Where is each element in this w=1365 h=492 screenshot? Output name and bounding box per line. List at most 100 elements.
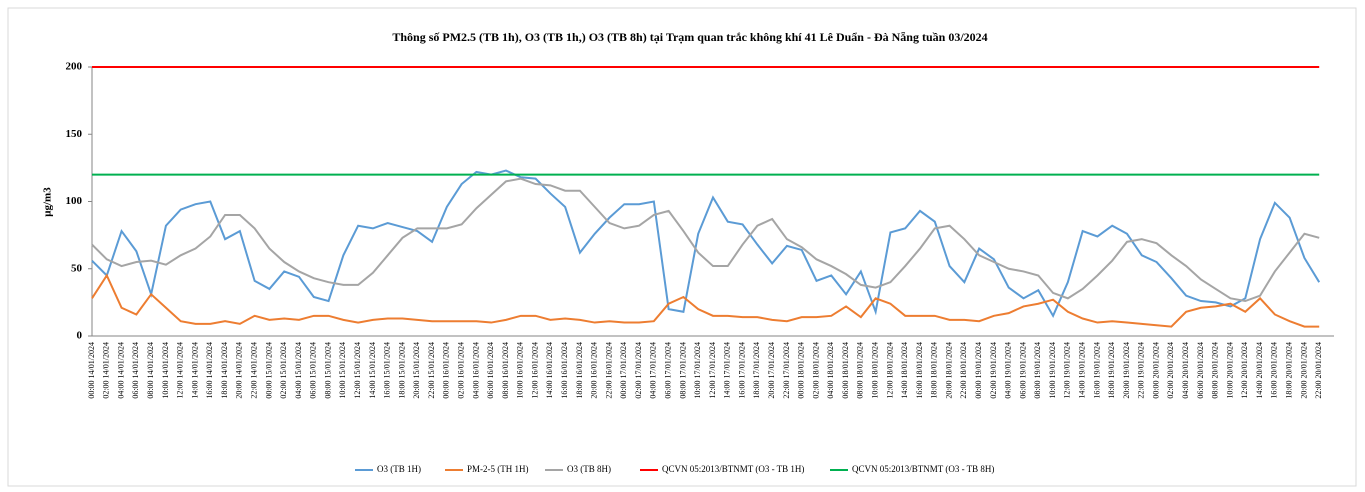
x-tick-label: 02:00 14/01/2024 [102,342,111,399]
x-tick-label: 20:00 20/01/2024 [1299,342,1308,399]
x-tick-label: 06:00 14/01/2024 [131,342,140,399]
x-tick-label: 22:00 19/01/2024 [1137,342,1146,399]
x-tick-label: 00:00 14/01/2024 [87,342,96,399]
x-tick-label: 02:00 20/01/2024 [1166,342,1175,399]
x-tick-label: 22:00 16/01/2024 [604,342,613,399]
x-tick-label: 00:00 16/01/2024 [442,342,451,399]
x-tick-label: 08:00 14/01/2024 [146,342,155,399]
x-tick-label: 00:00 20/01/2024 [1151,342,1160,399]
x-tick-label: 22:00 15/01/2024 [427,342,436,399]
x-tick-label: 02:00 15/01/2024 [279,342,288,399]
x-tick-label: 08:00 17/01/2024 [678,342,687,399]
x-tick-label: 02:00 19/01/2024 [989,342,998,399]
x-tick-label: 02:00 18/01/2024 [811,342,820,399]
x-tick-label: 06:00 15/01/2024 [309,342,318,399]
x-tick-label: 10:00 19/01/2024 [1048,342,1057,399]
y-tick-label: 100 [66,195,83,207]
x-tick-label: 06:00 16/01/2024 [486,342,495,399]
series-line [91,177,1320,303]
x-tick-label: 14:00 15/01/2024 [368,342,377,399]
x-tick-label: 00:00 17/01/2024 [619,342,628,399]
x-tick-label: 08:00 15/01/2024 [323,342,332,399]
x-tick-label: 12:00 16/01/2024 [530,342,539,399]
series-line [91,169,1321,319]
legend-label: QCVN 05:2013/BTNMT (O3 - TB 1H) [662,464,804,474]
legend-label: O3 (TB 1H) [377,464,421,474]
legend-label: QCVN 05:2013/BTNMT (O3 - TB 8H) [852,464,994,474]
x-tick-label: 22:00 18/01/2024 [959,342,968,399]
x-tick-label: 18:00 16/01/2024 [575,342,584,399]
x-tick-label: 06:00 19/01/2024 [1018,342,1027,399]
x-tick-label: 12:00 18/01/2024 [885,342,894,399]
x-tick-label: 16:00 17/01/2024 [737,342,746,399]
legend-label: PM-2-5 (TH 1H) [467,464,529,474]
x-tick-label: 02:00 17/01/2024 [634,342,643,399]
x-tick-label: 14:00 16/01/2024 [545,342,554,399]
x-tick-label: 10:00 18/01/2024 [870,342,879,399]
x-tick-label: 18:00 19/01/2024 [1107,342,1116,399]
x-tick-label: 04:00 19/01/2024 [1004,342,1013,399]
x-tick-label: 12:00 20/01/2024 [1240,342,1249,399]
legend-label: O3 (TB 8H) [567,464,611,474]
chart-frame [7,7,1357,487]
x-tick-label: 22:00 20/01/2024 [1314,342,1323,399]
x-tick-label: 20:00 19/01/2024 [1122,342,1131,399]
x-tick-label: 20:00 15/01/2024 [412,342,421,399]
x-tick-label: 04:00 18/01/2024 [826,342,835,399]
series-line [91,273,1320,328]
x-tick-label: 10:00 16/01/2024 [516,342,525,399]
x-tick-label: 16:00 16/01/2024 [560,342,569,399]
x-tick-label: 22:00 14/01/2024 [249,342,258,399]
x-tick-label: 20:00 17/01/2024 [767,342,776,399]
x-tick-label: 10:00 17/01/2024 [693,342,702,399]
chart-title: Thông số PM2.5 (TB 1h), O3 (TB 1h,) O3 (… [392,30,987,44]
x-tick-label: 18:00 20/01/2024 [1284,342,1293,399]
x-tick-label: 16:00 18/01/2024 [915,342,924,399]
x-tick-label: 14:00 17/01/2024 [723,342,732,399]
x-tick-label: 18:00 17/01/2024 [752,342,761,399]
x-tick-label: 08:00 18/01/2024 [856,342,865,399]
x-tick-label: 20:00 16/01/2024 [590,342,599,399]
x-tick-label: 04:00 16/01/2024 [471,342,480,399]
x-tick-label: 06:00 17/01/2024 [663,342,672,399]
x-tick-label: 04:00 17/01/2024 [649,342,658,399]
y-tick-label: 50 [71,262,83,274]
x-tick-label: 10:00 20/01/2024 [1225,342,1234,399]
x-tick-label: 10:00 14/01/2024 [161,342,170,399]
x-tick-label: 08:00 20/01/2024 [1211,342,1220,399]
x-tick-label: 18:00 14/01/2024 [220,342,229,399]
x-tick-label: 20:00 14/01/2024 [235,342,244,399]
x-tick-label: 20:00 18/01/2024 [944,342,953,399]
x-tick-label: 16:00 14/01/2024 [205,342,214,399]
x-tick-label: 00:00 15/01/2024 [264,342,273,399]
x-tick-label: 18:00 15/01/2024 [397,342,406,399]
y-tick-label: 200 [66,61,83,73]
x-tick-label: 04:00 14/01/2024 [116,342,125,399]
x-tick-label: 16:00 19/01/2024 [1092,342,1101,399]
x-tick-label: 12:00 17/01/2024 [708,342,717,399]
x-tick-label: 06:00 20/01/2024 [1196,342,1205,399]
x-tick-label: 00:00 19/01/2024 [974,342,983,399]
x-tick-label: 00:00 18/01/2024 [797,342,806,399]
x-tick-label: 14:00 19/01/2024 [1077,342,1086,399]
x-tick-label: 16:00 15/01/2024 [383,342,392,399]
y-axis-label: μg/m3 [42,187,54,217]
x-tick-label: 08:00 19/01/2024 [1033,342,1042,399]
y-tick-label: 0 [77,330,83,342]
x-tick-label: 16:00 20/01/2024 [1270,342,1279,399]
x-tick-label: 06:00 18/01/2024 [841,342,850,399]
x-tick-label: 22:00 17/01/2024 [782,342,791,399]
x-tick-label: 14:00 20/01/2024 [1255,342,1264,399]
x-tick-label: 12:00 15/01/2024 [353,342,362,399]
x-tick-label: 10:00 15/01/2024 [338,342,347,399]
y-tick-label: 150 [66,128,83,140]
x-tick-label: 14:00 18/01/2024 [900,342,909,399]
x-tick-label: 12:00 14/01/2024 [176,342,185,399]
x-tick-label: 14:00 14/01/2024 [190,342,199,399]
x-tick-label: 04:00 15/01/2024 [294,342,303,399]
x-tick-label: 02:00 16/01/2024 [456,342,465,399]
x-tick-label: 08:00 16/01/2024 [501,342,510,399]
x-tick-label: 18:00 18/01/2024 [930,342,939,399]
x-tick-label: 04:00 20/01/2024 [1181,342,1190,399]
